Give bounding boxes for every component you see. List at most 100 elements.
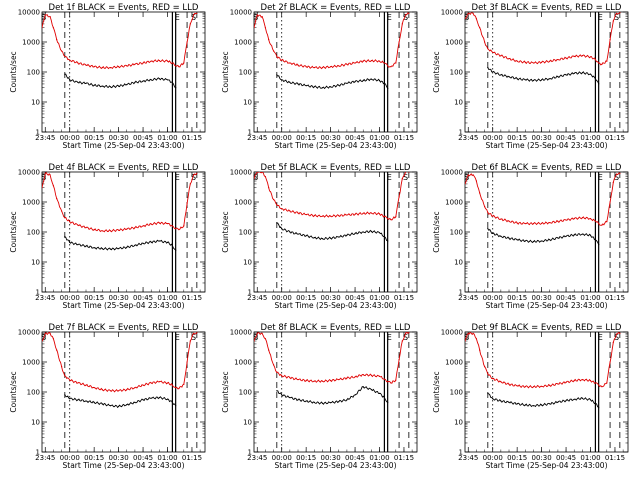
data-point-events [549, 239, 551, 241]
x-tick-label: 00:15 [296, 454, 316, 462]
data-point-lld [142, 62, 144, 64]
data-point-lld [189, 23, 191, 25]
data-point-events [383, 236, 385, 238]
data-point-lld [616, 12, 618, 14]
data-point-lld [383, 215, 385, 217]
data-point-lld [52, 27, 55, 29]
marker-annotation: S [614, 333, 619, 342]
data-point-events [109, 405, 112, 407]
x-tick-label: 23:45 [247, 454, 267, 462]
x-tick-label: 00:30 [321, 454, 341, 462]
marker-annotation: E [387, 173, 392, 182]
data-point-lld [516, 60, 518, 62]
data-point-events [383, 82, 385, 84]
x-tick-label: 00:45 [345, 294, 365, 302]
x-tick-label: 01:15 [182, 294, 202, 302]
data-point-lld [134, 63, 136, 65]
data-point-lld [383, 378, 385, 380]
data-point-events [573, 72, 575, 74]
data-point-lld [178, 229, 180, 231]
data-point-events [378, 232, 381, 234]
data-point-events [276, 390, 278, 392]
marker-annotation: S [191, 173, 196, 182]
data-point-lld [408, 12, 410, 14]
data-point-lld [281, 375, 283, 377]
data-point-lld [475, 338, 477, 340]
data-point-lld [598, 223, 600, 225]
data-point-lld [158, 60, 160, 62]
data-point-lld [378, 60, 381, 62]
data-point-lld [408, 332, 410, 334]
data-point-lld [254, 340, 255, 342]
data-point-events [142, 399, 144, 401]
data-point-events [109, 248, 112, 250]
data-point-events [126, 404, 128, 406]
data-point-events [354, 232, 356, 234]
data-point-lld [398, 41, 400, 43]
x-tick-label: 00:30 [532, 294, 552, 302]
x-tick-label: 01:00 [157, 294, 177, 302]
data-point-lld [346, 377, 348, 379]
data-point-lld [362, 212, 364, 214]
data-point-lld [467, 332, 469, 334]
data-point-lld [42, 187, 43, 189]
series-lld-line [254, 332, 410, 384]
data-point-lld [183, 383, 185, 385]
data-point-events [101, 248, 103, 250]
data-point-lld [594, 220, 597, 222]
data-point-events [581, 397, 584, 399]
data-point-lld [581, 217, 584, 219]
x-tick-label: 00:00 [272, 294, 292, 302]
data-point-events [101, 403, 103, 405]
data-point-lld [69, 379, 71, 381]
x-axis-label: Start Time (25-Sep-04 23:43:00) [486, 141, 608, 150]
data-point-lld [500, 381, 502, 383]
data-point-lld [524, 61, 526, 63]
data-point-lld [565, 381, 567, 383]
data-point-lld [321, 67, 324, 69]
x-axis-label: Start Time (25-Sep-04 23:43:00) [486, 461, 608, 470]
data-point-lld [56, 39, 58, 41]
data-point-events [557, 76, 559, 78]
data-point-events [118, 405, 120, 407]
data-point-lld [93, 387, 95, 389]
data-point-events [134, 81, 136, 83]
data-point-lld [52, 338, 55, 340]
x-tick-label: 00:45 [345, 454, 365, 462]
data-point-lld [297, 212, 299, 214]
data-point-lld [573, 218, 575, 220]
data-point-events [346, 399, 348, 401]
data-point-lld [186, 41, 188, 43]
data-point-events [387, 240, 389, 242]
data-point-events [346, 82, 348, 84]
data-point-lld [606, 382, 608, 384]
series-lld-line [42, 332, 198, 393]
data-point-lld [619, 332, 621, 334]
data-point-lld [581, 55, 584, 57]
data-point-lld [109, 230, 112, 232]
y-tick-label: 1 [459, 449, 463, 457]
data-point-lld [565, 57, 567, 59]
panel-title: Det 4f BLACK = Events, RED = LLD [49, 163, 199, 173]
data-point-lld [101, 389, 103, 391]
data-point-lld [101, 67, 103, 69]
data-point-lld [557, 59, 559, 61]
x-tick-label: 01:15 [605, 454, 625, 462]
x-tick-label: 01:00 [157, 134, 177, 142]
data-point-lld [196, 172, 198, 174]
data-point-lld [500, 218, 502, 220]
data-point-events [581, 233, 584, 235]
data-point-events [532, 79, 535, 82]
data-point-lld [601, 224, 603, 226]
data-point-events [64, 394, 66, 396]
data-point-lld [56, 349, 58, 351]
data-point-lld [118, 229, 120, 231]
y-tick-label: 1000 [234, 199, 252, 207]
data-point-lld [69, 221, 71, 223]
data-point-events [175, 249, 177, 251]
y-tick-label: 10 [31, 99, 40, 107]
x-tick-label: 00:45 [133, 134, 153, 142]
y-tick-label: 100 [239, 229, 252, 237]
